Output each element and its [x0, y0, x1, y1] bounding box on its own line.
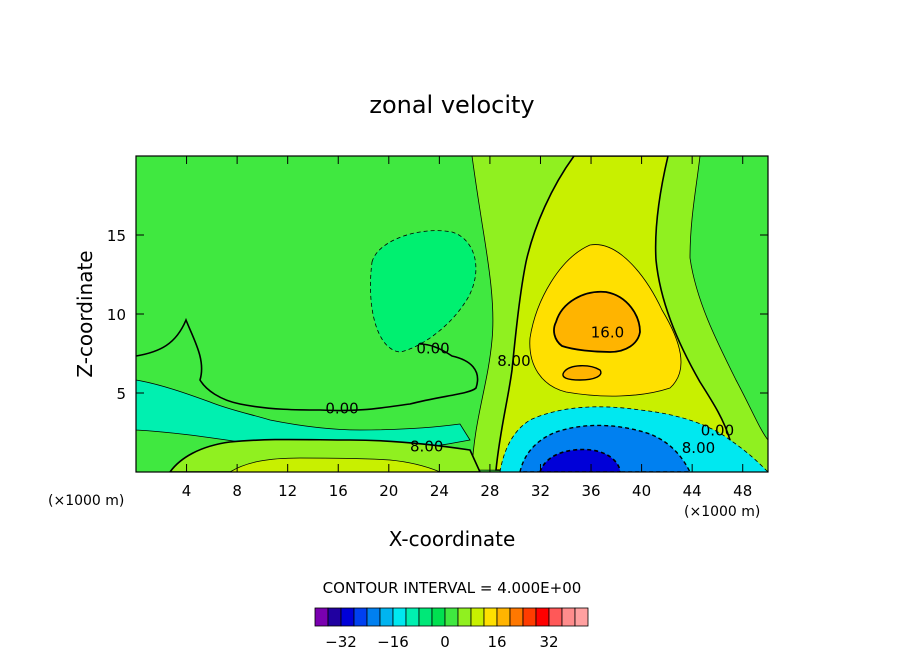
colorbar-swatch: [366, 607, 381, 627]
colorbar-swatch: [522, 607, 537, 627]
colorbar: −32 −16 0 16 32: [314, 607, 589, 651]
colorbar-swatch: [340, 607, 355, 627]
colorbar-swatch: [431, 607, 446, 627]
contour-label: 8.00: [682, 439, 715, 457]
colorbar-swatch: [535, 607, 550, 627]
colorbar-swatch: [314, 607, 329, 627]
x-tick-label: 44: [683, 482, 702, 500]
x-tick-label: 12: [278, 482, 297, 500]
contour-label: 0.00: [701, 422, 734, 440]
colorbar-swatch: [496, 607, 511, 627]
y-tick-label: 5: [116, 385, 126, 403]
y-axis-ticks: 5 10 15: [107, 227, 768, 403]
contour-label: 8.00: [410, 437, 443, 455]
colorbar-swatch: [548, 607, 563, 627]
x-tick-label: 24: [430, 482, 449, 500]
x-tick-label: 20: [379, 482, 398, 500]
colorbar-swatch: [470, 607, 485, 627]
colorbar-swatch: [327, 607, 342, 627]
x-tick-label: 48: [733, 482, 752, 500]
colorbar-tick-label: 16: [487, 633, 506, 651]
x-tick-label: 28: [480, 482, 499, 500]
colorbar-swatch: [561, 607, 576, 627]
colorbar-swatch: [392, 607, 407, 627]
x-axis-ticks: 4 8 12 16 20 24 28 32 36 40 44 48: [182, 156, 752, 500]
colorbar-tick-label: −16: [377, 633, 409, 651]
colorbar-swatch: [353, 607, 368, 627]
colorbar-tick-label: −32: [325, 633, 357, 651]
field-region-core-maximum: [553, 290, 641, 353]
contour-label: 8.00: [497, 352, 530, 370]
x-tick-label: 16: [329, 482, 348, 500]
field-region-small-core: [562, 365, 602, 381]
colorbar-swatch: [483, 607, 498, 627]
contour-label: 0.00: [325, 400, 358, 418]
field-region-surface-jet-core: [229, 457, 441, 472]
x-axis-label: X-coordinate: [389, 527, 516, 551]
field-region-negative-core: [539, 448, 621, 472]
field-region-weak-negative: [370, 230, 477, 353]
contour-label: 0.00: [416, 340, 449, 358]
contour-label: 16.0: [591, 324, 624, 342]
x-tick-label: 4: [182, 482, 192, 500]
y-tick-label: 10: [107, 306, 126, 324]
colorbar-swatch: [418, 607, 433, 627]
contour-field: [136, 156, 768, 472]
colorbar-swatch: [405, 607, 420, 627]
x-unit-label-left: (×1000 m): [48, 493, 124, 509]
colorbar-swatch: [444, 607, 459, 627]
x-tick-label: 32: [531, 482, 550, 500]
y-axis-label: Z-coordinate: [73, 250, 97, 377]
colorbar-swatch: [379, 607, 394, 627]
colorbar-swatch: [457, 607, 472, 627]
x-tick-label: 8: [232, 482, 242, 500]
colorbar-swatch: [574, 607, 589, 627]
colorbar-swatch: [509, 607, 524, 627]
x-tick-label: 36: [581, 482, 600, 500]
x-tick-label: 40: [632, 482, 651, 500]
y-tick-label: 15: [107, 227, 126, 245]
contour-line-zero: [136, 317, 479, 412]
x-unit-label-right: (×1000 m): [684, 504, 760, 520]
contour-interval-text: CONTOUR INTERVAL = 4.000E+00: [323, 579, 582, 597]
colorbar-tick-label: 32: [539, 633, 558, 651]
colorbar-tick-label: 0: [440, 633, 450, 651]
chart-title: zonal velocity: [369, 91, 534, 119]
